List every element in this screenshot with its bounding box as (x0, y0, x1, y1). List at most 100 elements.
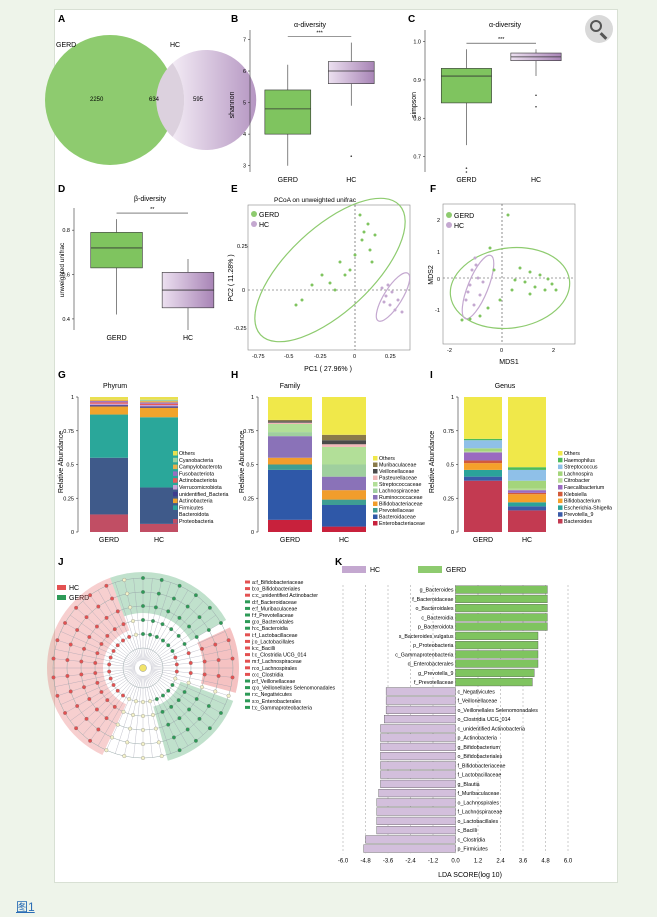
clade-node (160, 622, 165, 627)
sample-point (464, 298, 468, 302)
lda-bar-label: f_Muribaculaceae (458, 791, 500, 797)
gerd-ellipse (254, 197, 406, 343)
lda-bar-hc (380, 742, 456, 751)
clade-node (197, 615, 202, 620)
lda-bar-label: o_Bifidobacteriales (458, 754, 503, 760)
lda-bar-label: p_Bacteroidota (418, 625, 454, 631)
clade-legend-swatch (245, 587, 250, 591)
clade-legend-swatch (245, 593, 250, 597)
x-tick-label: -4.8 (360, 858, 371, 864)
y-tick: 0 (242, 288, 245, 294)
clade-node (148, 699, 153, 704)
sample-point (554, 288, 558, 292)
panel-letter: J (58, 557, 64, 568)
panel-e: E PCoA on unweighted unifrac GERD HC -0.… (228, 184, 411, 373)
panel-letter: E (231, 184, 238, 195)
clade-node (141, 756, 145, 760)
y-tick: 1 (437, 250, 440, 256)
clade-node (169, 627, 174, 632)
clade-node (115, 643, 120, 648)
x-tick: -0.5 (284, 354, 293, 360)
sample-point (513, 278, 517, 282)
legend-label: Actinobacteria (179, 499, 213, 505)
legend-swatch (173, 519, 178, 524)
clade-legend-label: f:f_Prevotellaceae (252, 613, 294, 619)
venn-gerd-count: 2250 (90, 97, 104, 103)
clade-node (79, 672, 84, 677)
lda-bar-label: f_Lachnospiraceae (458, 810, 503, 816)
boxplot-b: 3 4 5 6 7 GERD HC *** (243, 30, 375, 184)
clade-node (99, 642, 104, 646)
bar-segment-campylobacterota (140, 401, 178, 403)
sample-point (300, 298, 304, 302)
sample-point (528, 270, 532, 274)
clade-branch (146, 674, 189, 747)
legend-hc-swatch (342, 566, 366, 573)
bar-segment-haemophilus (508, 467, 546, 470)
bar-segment-lachnospiraceae (268, 432, 312, 437)
bar-segment-bacteroidaceae (322, 505, 366, 527)
legend-swatch (173, 485, 178, 490)
clade-node (74, 726, 79, 731)
lda-bar-label: f_Prevotellaceae (414, 680, 454, 686)
clade-legend-label: h:c_Bacteroidia (252, 626, 288, 632)
legend-gerd-label: GERD (446, 567, 466, 574)
legend-label: Pasteurellaceae (379, 476, 417, 482)
legend-label: Others (379, 456, 395, 462)
lda-bar-hc (385, 696, 456, 705)
legend-swatch (373, 501, 378, 506)
bar-segment-others (322, 397, 366, 435)
sample-point (390, 290, 394, 294)
panel-g: G Phyrum Relative Abundance 1 0.75 0.5 0.25… (58, 370, 229, 544)
lda-bar-hc (384, 715, 456, 724)
y-tick-label: 1 (451, 395, 454, 401)
clade-node (63, 711, 68, 715)
clade-node (186, 680, 191, 685)
clade-node (75, 628, 80, 632)
sample-point (348, 268, 352, 272)
clade-node (153, 726, 158, 731)
venn-hc-count: 595 (193, 97, 204, 103)
clade-node (65, 658, 70, 663)
sample-point (360, 238, 364, 242)
legend-label: Lachnospira (564, 471, 593, 477)
clade-node (151, 619, 155, 623)
lda-bar-hc (380, 733, 456, 742)
bar-segment-escherichia-shigella (464, 469, 502, 477)
bar-segment-enterobacteriaceae (322, 526, 366, 532)
clade-legend-swatch (245, 699, 250, 703)
sample-point (546, 277, 550, 281)
x-tick-label: 6.0 (564, 858, 573, 864)
clade-node (187, 624, 192, 629)
y-tick: 2 (437, 218, 440, 224)
panel-letter: D (58, 184, 65, 195)
lda-bar-label: c_unidentified Actinobacteria (458, 726, 525, 732)
y-tick: -1 (435, 308, 440, 314)
lda-bar-label: o_Enterobacterales (408, 662, 454, 668)
zoom-in-button[interactable] (585, 15, 613, 43)
legend-gerd-label: GERD (69, 595, 89, 602)
bar-segment-haemophilus (464, 438, 502, 441)
clade-branch (143, 578, 153, 661)
gerd-clade-region (110, 572, 227, 641)
plot-frame (247, 204, 411, 351)
clade-node (160, 709, 165, 714)
bar-segment-actinobacteriota (140, 403, 178, 406)
legend-label: Bifidobacterium (564, 499, 601, 505)
clade-branch (149, 672, 216, 722)
clade-branch (60, 631, 136, 665)
clade-legend-label: r:c_Negativicutes (252, 692, 292, 698)
zoom-in-icon (590, 20, 602, 32)
clade-branch (115, 675, 141, 754)
y-axis-label: PC2 ( 11.28% ) (228, 254, 235, 301)
legend-label: Campylobacterota (179, 465, 222, 471)
sample-point (400, 310, 404, 314)
sample-point (380, 286, 384, 290)
y-tick-label: 0.5 (246, 463, 254, 469)
y-tick-label: 7 (243, 37, 246, 43)
bar-segment-bifidobacterium (464, 463, 502, 470)
panel-letter: I (430, 370, 433, 381)
clade-node (125, 740, 130, 745)
figure-link[interactable]: 图1 (16, 900, 35, 914)
clade-node (127, 634, 132, 639)
